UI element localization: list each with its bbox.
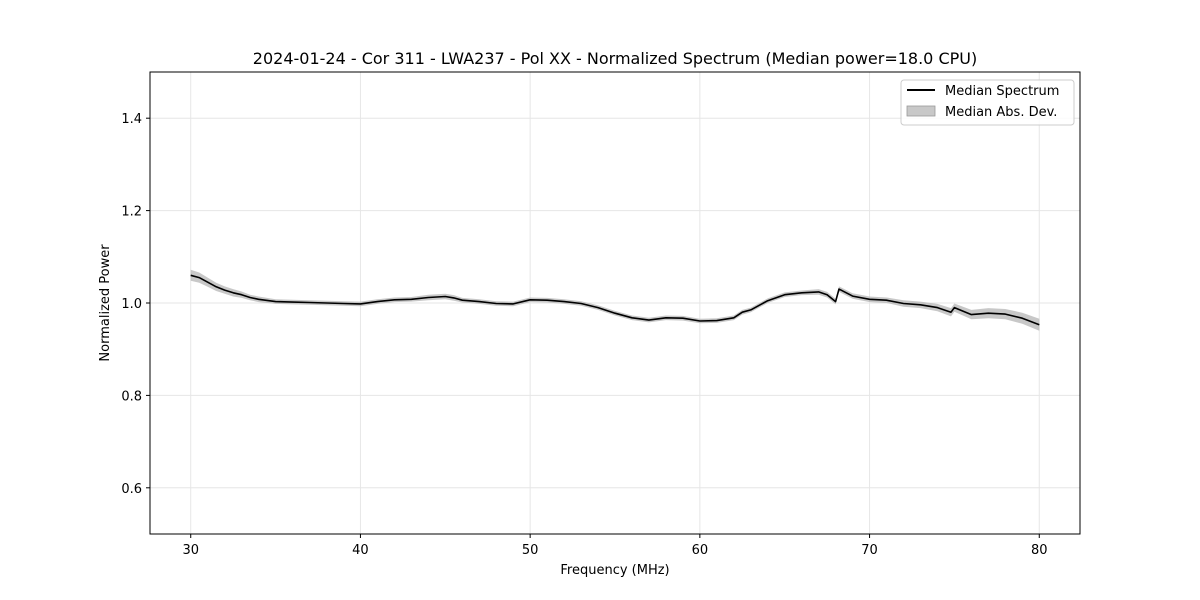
legend-band-swatch <box>906 105 936 117</box>
legend-label-median-spectrum: Median Spectrum <box>945 84 1059 99</box>
y-tick-label: 1.4 <box>121 112 142 127</box>
legend: Median Spectrum Median Abs. Dev. <box>900 79 1075 126</box>
y-axis-ticks: 0.6 0.8 1.0 1.2 1.4 <box>121 112 150 497</box>
mad-band <box>190 269 1040 331</box>
median-line-layer <box>190 274 1040 326</box>
x-tick-label: 80 <box>1031 543 1048 558</box>
x-tick-label: 40 <box>352 543 369 558</box>
mad-band-layer <box>190 269 1040 331</box>
x-tick-label: 50 <box>522 543 539 558</box>
y-tick-label: 1.0 <box>121 297 142 312</box>
median-spectrum-line <box>190 274 1040 326</box>
y-tick-label: 0.8 <box>121 389 142 404</box>
x-axis-ticks: 30 40 50 60 70 80 <box>182 534 1048 558</box>
y-tick-label: 0.6 <box>121 482 142 497</box>
x-axis-label: Frequency (MHz) <box>560 563 669 578</box>
x-tick-label: 30 <box>182 543 199 558</box>
x-tick-label: 60 <box>692 543 709 558</box>
y-tick-label: 1.2 <box>121 205 142 220</box>
legend-label-median-abs-dev: Median Abs. Dev. <box>945 105 1057 120</box>
y-axis-label: Normalized Power <box>98 244 113 362</box>
chart-title: 2024-01-24 - Cor 311 - LWA237 - Pol XX -… <box>253 49 977 68</box>
legend-box <box>900 79 1075 126</box>
x-tick-label: 70 <box>861 543 878 558</box>
